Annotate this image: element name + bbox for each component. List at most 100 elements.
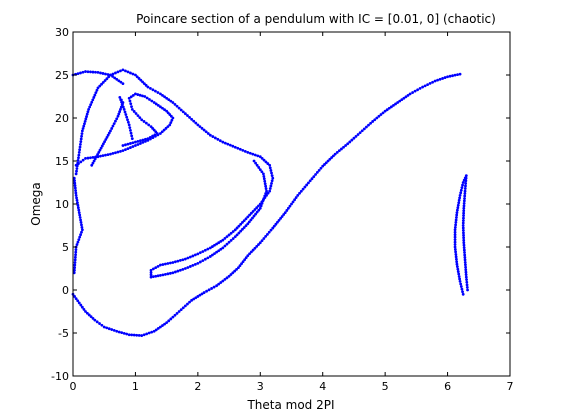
data-point (298, 191, 301, 195)
data-point (73, 263, 77, 267)
data-point (73, 184, 77, 187)
data-point (243, 149, 247, 153)
data-point (76, 201, 79, 205)
data-point (161, 106, 164, 110)
data-point (269, 184, 273, 188)
data-point (129, 142, 132, 145)
data-point (207, 288, 211, 292)
data-point (106, 73, 110, 76)
data-point (462, 201, 466, 205)
data-point (100, 82, 103, 86)
data-point (203, 257, 207, 261)
data-point (192, 297, 196, 301)
data-point (213, 243, 216, 247)
data-point (163, 95, 166, 99)
data-point (251, 248, 255, 252)
data-point (152, 101, 156, 104)
data-point (198, 293, 202, 297)
data-point (457, 272, 461, 276)
data-point (464, 265, 467, 269)
data-point (227, 233, 231, 237)
data-point (93, 157, 97, 161)
data-point (221, 238, 225, 242)
data-point (177, 310, 181, 313)
data-point (258, 206, 262, 210)
data-point (98, 148, 102, 152)
data-point (276, 220, 279, 224)
data-point (136, 139, 140, 143)
data-point (191, 264, 195, 267)
data-point (264, 235, 268, 238)
data-point (252, 214, 256, 218)
data-point (80, 305, 84, 309)
data-point (156, 274, 160, 278)
data-point (462, 206, 466, 210)
data-point (173, 260, 177, 264)
data-point (321, 164, 325, 168)
data-point (163, 262, 167, 266)
data-point (192, 119, 196, 123)
data-point (149, 268, 153, 272)
data-point (168, 271, 172, 275)
data-point (93, 318, 97, 322)
data-point (120, 100, 123, 104)
data-point (129, 128, 132, 132)
data-point (151, 88, 155, 92)
data-point (91, 98, 95, 102)
data-point (126, 120, 130, 124)
data-point (280, 215, 284, 218)
data-point (136, 114, 140, 117)
data-point (181, 110, 185, 114)
data-point (252, 159, 256, 163)
data-point (254, 212, 257, 216)
data-point (76, 206, 80, 210)
data-point (150, 99, 154, 103)
data-point (464, 263, 467, 267)
data-point (74, 191, 78, 195)
y-tick-label: 25 (55, 69, 69, 82)
data-point (107, 131, 111, 135)
data-point (461, 219, 465, 222)
data-point (400, 98, 404, 102)
data-point (251, 152, 255, 156)
data-point (461, 183, 464, 187)
data-point (167, 319, 171, 323)
data-point (402, 96, 406, 100)
data-point (102, 142, 105, 146)
data-point (76, 72, 80, 76)
data-point (168, 261, 172, 265)
data-point (457, 201, 461, 205)
point-group (453, 174, 469, 296)
data-point (144, 139, 147, 143)
data-point (127, 96, 131, 100)
data-point (126, 147, 130, 151)
data-point (144, 137, 147, 141)
data-point (211, 253, 214, 257)
data-point (198, 251, 202, 255)
data-point (398, 99, 402, 103)
data-point (78, 216, 82, 219)
data-point (74, 189, 77, 192)
data-point (241, 148, 245, 152)
data-point (464, 174, 468, 178)
chart-title: Poincare section of a pendulum with IC =… (136, 12, 496, 26)
data-point (194, 296, 198, 300)
data-point (129, 71, 132, 75)
data-point (463, 197, 466, 200)
data-point (145, 96, 149, 100)
data-point (109, 129, 112, 133)
point-group (74, 92, 175, 167)
data-point (73, 179, 76, 183)
data-point (149, 87, 152, 90)
data-point (332, 154, 335, 158)
data-point (464, 270, 468, 274)
data-point (140, 334, 144, 337)
x-tick-label: 0 (70, 380, 77, 393)
data-point (134, 92, 137, 96)
data-point (79, 142, 82, 146)
data-point (82, 307, 86, 311)
data-point (377, 114, 381, 118)
data-point (350, 138, 354, 142)
data-point (283, 211, 287, 215)
